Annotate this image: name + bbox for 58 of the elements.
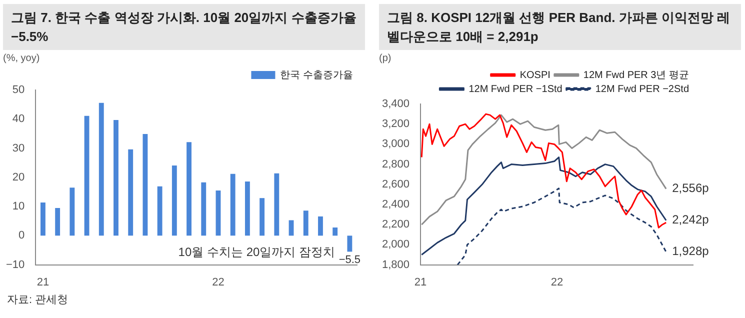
y-tick-label: 50 <box>12 84 25 96</box>
bar <box>274 173 280 236</box>
bar <box>70 188 75 236</box>
annotation: 10월 수치는 20일까지 잠정치 <box>178 245 335 260</box>
y-tick-label: 3,200 <box>382 118 410 130</box>
text: 자료: 관세청 <box>6 293 70 307</box>
bar <box>40 202 46 236</box>
bar <box>201 182 206 236</box>
bar <box>288 220 294 236</box>
annotation: 2,242p <box>672 212 710 227</box>
bar <box>347 236 352 252</box>
y-tick-label: 1,800 <box>382 258 410 271</box>
y-tick-label: 20 <box>12 171 25 184</box>
y-tick-label: 2,000 <box>382 238 410 251</box>
chart-title: 그림 8. KOSPI 12개월 선행 PER Band. 가파른 이익전망 레벨다운으로 10배 = 2,291p <box>379 4 741 50</box>
bar <box>84 116 90 236</box>
legend-label: 12M Fwd PER 3년 평균 <box>583 70 690 81</box>
y-tick-label: 40 <box>12 113 25 126</box>
bar <box>244 181 250 236</box>
y-tick-label: 0 <box>18 230 25 242</box>
x-tick-label: 22 <box>550 276 564 288</box>
legend-label: 12M Fwd PER −1Std <box>468 84 562 95</box>
bar <box>332 228 338 236</box>
x-tick-label: 21 <box>36 276 50 288</box>
bar <box>55 208 60 236</box>
bar <box>186 142 192 236</box>
bar <box>303 210 308 236</box>
legend-label: 한국 수출증가율 <box>280 70 354 81</box>
y-tick-label: 30 <box>12 142 25 154</box>
x-tick-label: 21 <box>414 276 427 288</box>
y-tick-label: 3,400 <box>382 98 410 110</box>
bar <box>157 186 162 236</box>
bar <box>142 134 148 236</box>
bar <box>216 190 221 236</box>
y-tick-label: 2,600 <box>382 178 410 190</box>
line-series <box>456 188 667 265</box>
legend-label: 12M Fwd PER −2Std <box>595 84 690 95</box>
y-tick-label: 2,200 <box>382 218 410 231</box>
bar <box>128 149 134 236</box>
bar <box>98 102 104 236</box>
chart-title: 그림 7. 한국 수출 역성장 가시화. 10월 20일까지 수출증가율 −5.5% <box>3 4 365 50</box>
y-tick-label: 2,400 <box>382 198 410 211</box>
bar <box>318 216 323 236</box>
x-tick-label: 22 <box>212 276 224 288</box>
annotation: 2,556p <box>672 181 710 196</box>
annotation: 1,928p <box>672 244 710 258</box>
bar <box>172 165 177 236</box>
y-tick-label: 10 <box>12 200 25 213</box>
y-axis-title: (p) <box>379 52 392 64</box>
y-tick-label: 3,000 <box>382 138 410 150</box>
bar <box>230 174 236 236</box>
bar <box>260 198 265 236</box>
y-tick-label: 2,800 <box>382 158 410 170</box>
y-tick-label: −10 <box>6 258 25 271</box>
legend-label: KOSPI <box>520 70 550 81</box>
data-label: −5.5 <box>338 254 361 266</box>
y-axis-title: (%, yoy) <box>3 52 40 64</box>
bar <box>114 120 118 236</box>
